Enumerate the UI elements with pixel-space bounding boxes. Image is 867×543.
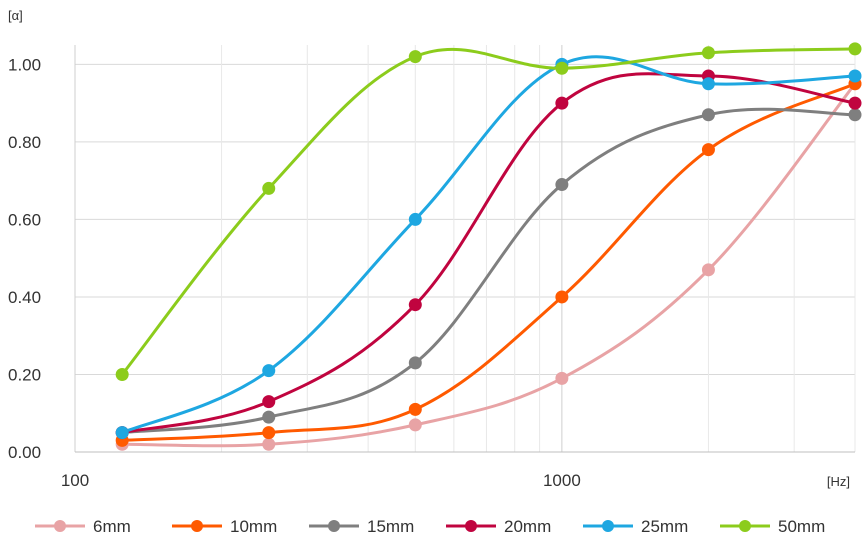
series-line-50mm xyxy=(120,47,857,376)
legend-label: 25mm xyxy=(641,517,688,536)
legend-marker xyxy=(739,520,751,532)
legend-label: 20mm xyxy=(504,517,551,536)
data-point-15mm-4000 xyxy=(848,108,862,122)
data-point-25mm-125 xyxy=(115,426,129,440)
legend-marker xyxy=(602,520,614,532)
data-point-20mm-250 xyxy=(262,395,276,409)
y-axis-label: [α] xyxy=(8,8,23,23)
series-markers xyxy=(115,42,862,451)
data-point-20mm-500 xyxy=(408,298,422,312)
legend-marker xyxy=(191,520,203,532)
legend-marker xyxy=(465,520,477,532)
legend-label: 6mm xyxy=(93,517,131,536)
legend-item-50mm: 50mm xyxy=(720,517,825,536)
data-point-50mm-4000 xyxy=(848,42,862,56)
legend-item-25mm: 25mm xyxy=(583,517,688,536)
x-axis-label: [Hz] xyxy=(827,474,850,489)
data-point-20mm-4000 xyxy=(848,96,862,110)
y-tick-label: 0.40 xyxy=(8,288,41,307)
data-point-50mm-250 xyxy=(262,181,276,195)
data-point-10mm-250 xyxy=(262,426,276,440)
legend-item-10mm: 10mm xyxy=(172,517,277,536)
legend-item-15mm: 15mm xyxy=(309,517,414,536)
data-point-50mm-1000 xyxy=(555,61,569,75)
grid-lines xyxy=(74,45,856,453)
series-line-15mm xyxy=(120,107,857,435)
data-point-50mm-500 xyxy=(408,50,422,64)
tick-labels: 0.00 0.20 0.40 0.60 0.80 1.00 100 1000 [α] [Hz] xyxy=(8,8,850,490)
series-line-6mm xyxy=(120,82,857,448)
data-point-6mm-500 xyxy=(408,418,422,432)
series-line-20mm xyxy=(120,72,857,435)
legend-marker xyxy=(54,520,66,532)
data-point-25mm-2000 xyxy=(701,77,715,91)
data-point-15mm-250 xyxy=(262,410,276,424)
x-tick-label: 100 xyxy=(61,471,89,490)
series-line-10mm xyxy=(120,82,857,442)
data-point-25mm-500 xyxy=(408,212,422,226)
x-tick-label: 1000 xyxy=(543,471,581,490)
legend: 6mm 10mm 15mm 20mm 25mm 50mm xyxy=(35,517,825,536)
legend-label: 10mm xyxy=(230,517,277,536)
data-point-10mm-500 xyxy=(408,402,422,416)
data-point-50mm-125 xyxy=(115,367,129,381)
data-point-25mm-250 xyxy=(262,364,276,378)
series-line-25mm xyxy=(120,55,857,435)
legend-marker xyxy=(328,520,340,532)
legend-item-6mm: 6mm xyxy=(35,517,131,536)
y-tick-label: 0.20 xyxy=(8,365,41,384)
y-tick-label: 0.00 xyxy=(8,443,41,462)
data-point-6mm-2000 xyxy=(701,263,715,277)
y-tick-label: 0.60 xyxy=(8,210,41,229)
legend-item-20mm: 20mm xyxy=(446,517,551,536)
data-point-15mm-500 xyxy=(408,356,422,370)
legend-label: 15mm xyxy=(367,517,414,536)
data-point-20mm-1000 xyxy=(555,96,569,110)
data-point-15mm-2000 xyxy=(701,108,715,122)
data-point-10mm-2000 xyxy=(701,143,715,157)
data-point-6mm-1000 xyxy=(555,371,569,385)
y-tick-label: 0.80 xyxy=(8,133,41,152)
legend-label: 50mm xyxy=(778,517,825,536)
data-point-6mm-250 xyxy=(262,437,276,451)
data-point-25mm-4000 xyxy=(848,69,862,83)
y-tick-label: 1.00 xyxy=(8,55,41,74)
data-point-15mm-1000 xyxy=(555,178,569,192)
series-lines xyxy=(120,47,857,448)
data-point-50mm-2000 xyxy=(701,46,715,60)
data-point-10mm-1000 xyxy=(555,290,569,304)
